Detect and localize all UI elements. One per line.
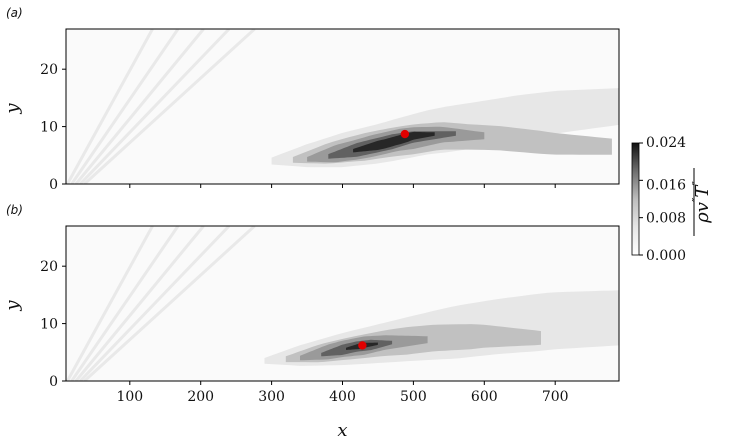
y-tick-label: 20 <box>40 259 58 275</box>
colorbar-tick-label: 0.024 <box>646 135 686 151</box>
colorbar-label: ρv″T″ <box>690 181 713 224</box>
x-tick-label: 100 <box>116 389 143 405</box>
y-tick-label: 10 <box>40 317 58 333</box>
y-axis-label: y <box>2 103 23 115</box>
wave-streak <box>70 226 180 381</box>
y-tick-label: 0 <box>49 177 58 193</box>
colorbar-label-prime: ″ <box>690 181 704 186</box>
y-tick-label: 10 <box>40 120 58 136</box>
wave-streak <box>83 226 256 381</box>
panel-label: (b) <box>6 203 23 217</box>
wave-streak <box>74 29 205 184</box>
wave-streak <box>70 29 180 184</box>
contour-bands <box>66 29 619 184</box>
colorbar-label-second: T <box>692 184 713 198</box>
panel-b: 100 200 300 400 500 600 700 0 10 20 y (b) <box>2 203 620 405</box>
x-tick-label: 300 <box>258 389 285 405</box>
wave-streak <box>83 29 256 184</box>
y-axis-label: y <box>2 300 23 312</box>
wave-streak <box>66 226 154 381</box>
contour-bands <box>66 226 619 381</box>
contour-level-4 <box>353 131 435 153</box>
wave-streak <box>66 29 154 184</box>
wave-streak <box>74 226 205 381</box>
colorbar-tick-label: 0.016 <box>646 177 686 193</box>
wave-streak <box>79 29 231 184</box>
colorbar-label-base: ρv <box>692 202 713 224</box>
colorbar-bar <box>631 142 640 256</box>
panel-label: (a) <box>6 6 23 20</box>
colorbar-tick-label: 0.000 <box>646 248 686 264</box>
x-tick-label: 200 <box>187 389 214 405</box>
x-tick-label: 700 <box>542 389 569 405</box>
peak-marker <box>400 129 410 139</box>
colorbar-tick-label: 0.008 <box>646 211 686 227</box>
colorbar-label-prime: ″ <box>690 197 704 202</box>
x-tick-label: 600 <box>471 389 498 405</box>
y-tick-label: 0 <box>49 374 58 390</box>
panel-a: 0 10 20 y (a) <box>2 6 620 193</box>
y-tick-label: 20 <box>40 62 58 78</box>
x-tick-label: 500 <box>400 389 427 405</box>
x-tick-label: 400 <box>329 389 356 405</box>
wave-streak <box>79 226 231 381</box>
peak-marker <box>358 341 367 350</box>
x-axis-label: x <box>337 420 347 441</box>
